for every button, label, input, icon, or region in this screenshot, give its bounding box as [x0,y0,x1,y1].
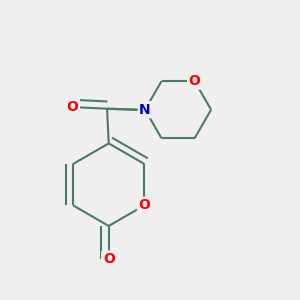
Text: O: O [139,198,150,212]
Text: N: N [139,103,151,117]
Text: O: O [103,252,115,266]
Text: O: O [67,100,78,114]
Text: O: O [189,74,200,88]
